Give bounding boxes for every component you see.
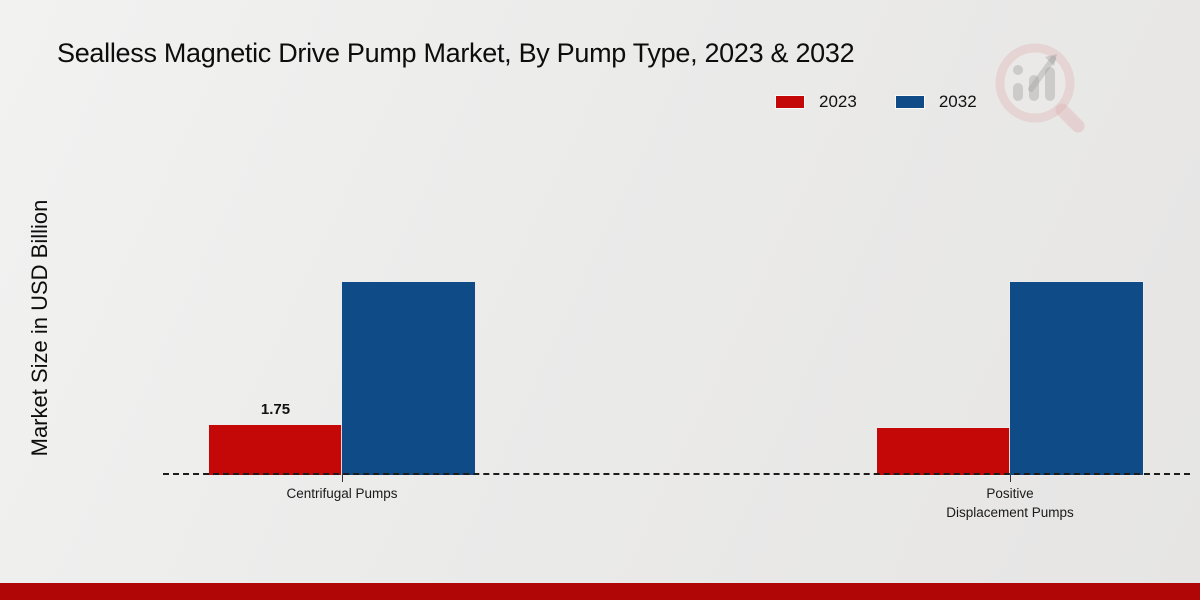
legend-swatch-icon (775, 95, 805, 109)
axis-tick (1010, 475, 1011, 482)
chart-title: Sealless Magnetic Drive Pump Market, By … (57, 38, 855, 68)
bar-2032-centrifugal-pumps (341, 281, 476, 476)
magnifier-bar-chart-logo-icon (985, 33, 1085, 133)
bar-2023-positive-displacement-pumps (876, 427, 1011, 476)
bar-2032-positive-displacement-pumps (1009, 281, 1144, 476)
legend-swatch-icon (894, 95, 925, 109)
axis-tick (342, 475, 343, 482)
chart-legend: 2023 2032 (775, 92, 977, 112)
footer-accent-bar (0, 583, 1200, 600)
bar-2023-centrifugal-pumps (208, 424, 343, 476)
bar-value-label: 1.75 (260, 401, 291, 418)
category-label-centrifugal-pumps: Centrifugal Pumps (286, 486, 398, 501)
x-axis-baseline (163, 473, 1190, 475)
legend-item-2032: 2032 (894, 92, 977, 112)
legend-item-2023: 2023 (775, 92, 857, 112)
category-label-positive-displacement-pumps: Positive Displacement Pumps (946, 486, 1074, 520)
legend-label: 2032 (938, 92, 977, 111)
legend-label: 2023 (819, 92, 857, 111)
